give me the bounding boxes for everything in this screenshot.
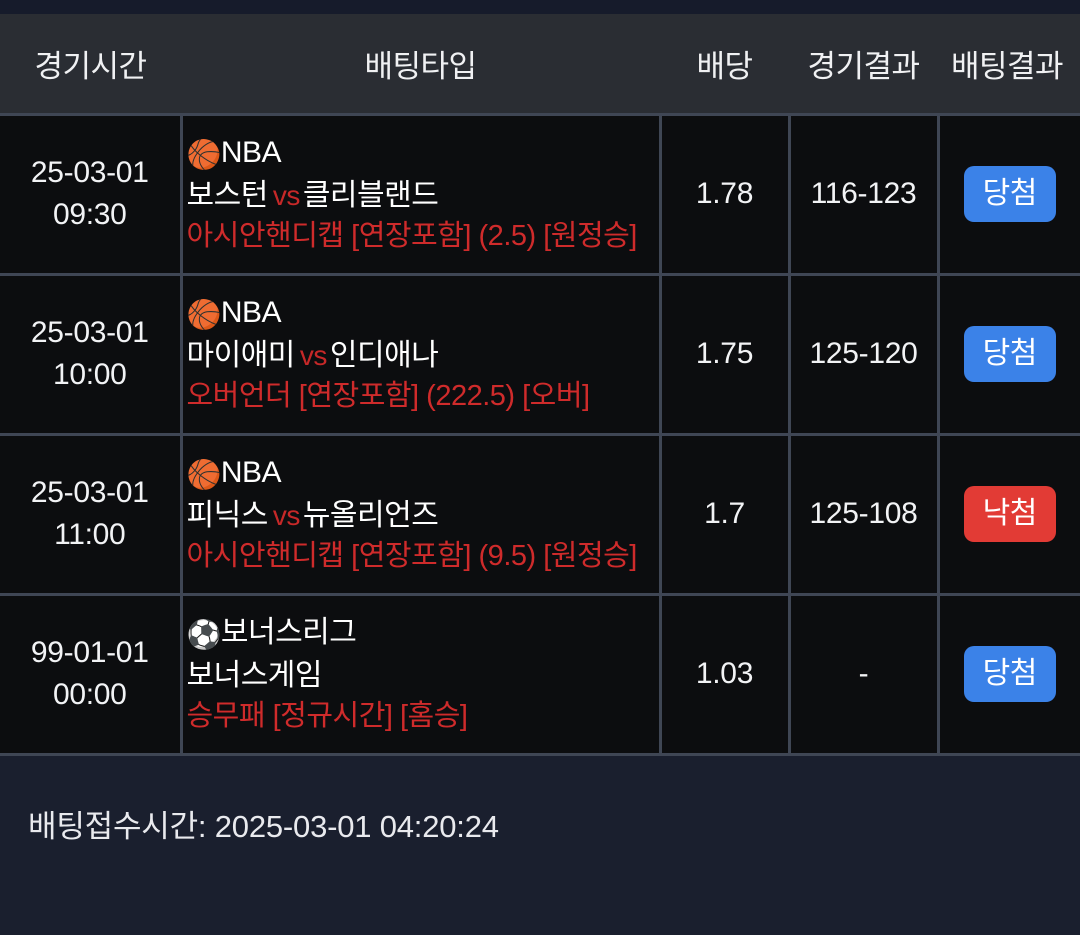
column-header-match-time: 경기시간 <box>34 48 147 84</box>
match-line: 보스턴 vs 클리블랜드 <box>187 175 659 216</box>
footer-bar: 배팅접수시간: 2025-03-01 04:20:24 <box>0 755 1080 935</box>
away-team: 뉴올리언즈 <box>302 498 439 532</box>
cell-match-time: 99-01-01 00:00 <box>0 592 183 756</box>
cell-odds: 1.03 <box>660 592 791 756</box>
bet-pick: 아시안핸디캡 [연장포함] (2.5) [원정승] <box>186 219 638 252</box>
vs-separator: vs <box>299 339 328 371</box>
basketball-icon: 🏀 <box>186 458 222 490</box>
vs-separator: vs <box>272 499 301 531</box>
bet-pick: 오버언더 [연장포함] (222.5) [오버] <box>186 379 591 412</box>
cell-bet-result: 당첨 <box>938 112 1080 274</box>
column-header-match-result: 경기결과 <box>807 48 920 84</box>
away-team: 클리블랜드 <box>302 178 439 212</box>
league-name: NBA <box>220 455 282 489</box>
match-date: 25-03-01 <box>30 316 149 349</box>
cell-match-time: 25-03-01 10:00 <box>0 272 183 434</box>
match-time: 00:00 <box>52 678 127 711</box>
cell-odds: 1.7 <box>660 432 791 594</box>
bet-history-table: 경기시간 배팅타입 배당 경기결과 배팅결과 25-03-01 09:30 🏀N… <box>0 14 1080 756</box>
home-team: 피닉스 <box>186 498 269 532</box>
cell-match-score: 116-123 <box>789 112 940 274</box>
league-name: NBA <box>220 295 282 329</box>
league-line: 🏀NBA <box>187 452 659 495</box>
home-team: 마이애미 <box>186 338 296 372</box>
match-date: 99-01-01 <box>30 636 149 669</box>
league-name: 보너스리그 <box>220 615 357 649</box>
cell-odds: 1.75 <box>660 272 791 434</box>
vs-separator: vs <box>272 179 301 211</box>
cell-match-score: 125-108 <box>789 432 940 594</box>
table-row[interactable]: 25-03-01 11:00 🏀NBA 피닉스 vs 뉴올리언즈 아시안핸디캡 [연… <box>0 432 1080 594</box>
status-badge: 당첨 <box>963 326 1056 382</box>
column-header-bet-type: 배팅타입 <box>364 48 477 84</box>
cell-odds: 1.78 <box>660 112 791 274</box>
match-line: 피닉스 vs 뉴올리언즈 <box>187 495 659 536</box>
column-header-bet-result: 배팅결과 <box>950 48 1064 84</box>
table-row[interactable]: 25-03-01 10:00 🏀NBA 마이애미 vs 인디애나 오버언더 [연장포… <box>0 272 1080 434</box>
cell-match-time: 25-03-01 11:00 <box>0 432 183 594</box>
top-bar <box>0 0 1080 14</box>
table-row[interactable]: 99-01-01 00:00 ⚽보너스리그 보너스게임 승무패 [정규시간] [… <box>0 592 1080 756</box>
cell-bet-result: 당첨 <box>938 272 1080 434</box>
home-team: 보너스게임 <box>186 658 323 692</box>
cell-bet-type: 🏀NBA 피닉스 vs 뉴올리언즈 아시안핸디캡 [연장포함] (9.5) [원정승… <box>181 432 662 594</box>
home-team: 보스턴 <box>186 178 269 212</box>
cell-bet-type: 🏀NBA 마이애미 vs 인디애나 오버언더 [연장포함] (222.5) [오버] <box>181 272 662 434</box>
bet-pick: 승무패 [정규시간] [홈승] <box>186 699 468 732</box>
basketball-icon: 🏀 <box>186 298 222 330</box>
cell-bet-result: 낙첨 <box>938 432 1080 594</box>
status-badge: 낙첨 <box>963 486 1056 542</box>
bet-pick: 아시안핸디캡 [연장포함] (9.5) [원정승] <box>186 539 638 572</box>
table-row[interactable]: 25-03-01 09:30 🏀NBA 보스턴 vs 클리블랜드 아시안핸디캡 [연… <box>0 112 1080 274</box>
match-time: 11:00 <box>54 518 126 551</box>
match-date: 25-03-01 <box>30 476 149 509</box>
cell-bet-type: ⚽보너스리그 보너스게임 승무패 [정규시간] [홈승] <box>181 592 662 756</box>
cell-bet-result: 당첨 <box>938 592 1080 756</box>
cell-match-score: - <box>789 592 940 756</box>
match-time: 10:00 <box>52 358 127 391</box>
league-line: 🏀NBA <box>187 132 659 175</box>
status-badge: 당첨 <box>963 166 1056 222</box>
table-header: 경기시간 배팅타입 배당 경기결과 배팅결과 <box>0 14 1080 114</box>
league-line: ⚽보너스리그 <box>187 612 659 655</box>
column-header-odds: 배당 <box>696 48 753 84</box>
match-date: 25-03-01 <box>30 156 149 189</box>
away-team: 인디애나 <box>329 338 439 372</box>
league-line: 🏀NBA <box>187 292 659 335</box>
cell-bet-type: 🏀NBA 보스턴 vs 클리블랜드 아시안핸디캡 [연장포함] (2.5) [원정승… <box>181 112 662 274</box>
cell-match-time: 25-03-01 09:30 <box>0 112 183 274</box>
league-name: NBA <box>220 135 282 169</box>
bet-accepted-time: 배팅접수시간: 2025-03-01 04:20:24 <box>28 808 499 844</box>
match-line: 마이애미 vs 인디애나 <box>187 335 659 376</box>
match-line: 보너스게임 <box>187 655 659 696</box>
table-header-row: 경기시간 배팅타입 배당 경기결과 배팅결과 <box>0 14 1080 114</box>
table-body: 25-03-01 09:30 🏀NBA 보스턴 vs 클리블랜드 아시안핸디캡 [연… <box>0 112 1080 756</box>
soccer-ball-icon: ⚽ <box>186 618 222 650</box>
status-badge: 당첨 <box>963 646 1056 702</box>
match-time: 09:30 <box>52 198 127 231</box>
vs-separator <box>322 660 330 691</box>
basketball-icon: 🏀 <box>186 138 222 170</box>
cell-match-score: 125-120 <box>789 272 940 434</box>
